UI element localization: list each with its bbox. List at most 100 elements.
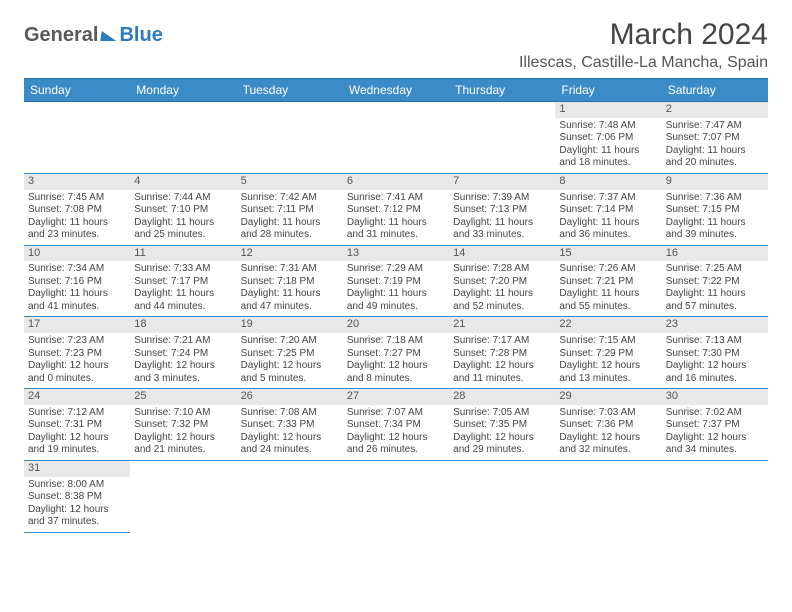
day-number: 11 xyxy=(130,246,236,262)
daylight-line: Daylight: 12 hours and 3 minutes. xyxy=(134,360,232,385)
daylight-line: Daylight: 11 hours and 25 minutes. xyxy=(134,217,232,242)
logo: General Blue xyxy=(24,18,163,47)
sunrise-line: Sunrise: 7:12 AM xyxy=(28,407,126,420)
day-number: 18 xyxy=(130,317,236,333)
sunset-line: Sunset: 7:22 PM xyxy=(666,276,764,289)
day-number: 30 xyxy=(662,389,768,405)
daylight-line: Daylight: 11 hours and 57 minutes. xyxy=(666,288,764,313)
sunset-line: Sunset: 7:33 PM xyxy=(241,419,339,432)
calendar-cell: 22Sunrise: 7:15 AMSunset: 7:29 PMDayligh… xyxy=(555,317,661,389)
daylight-line: Daylight: 11 hours and 47 minutes. xyxy=(241,288,339,313)
calendar-cell: 1Sunrise: 7:48 AMSunset: 7:06 PMDaylight… xyxy=(555,102,661,174)
calendar-cell: 4Sunrise: 7:44 AMSunset: 7:10 PMDaylight… xyxy=(130,174,236,246)
day-number: 4 xyxy=(130,174,236,190)
sunset-line: Sunset: 7:23 PM xyxy=(28,348,126,361)
day-number: 28 xyxy=(449,389,555,405)
sunset-line: Sunset: 7:15 PM xyxy=(666,204,764,217)
day-number: 26 xyxy=(237,389,343,405)
calendar-cell: 13Sunrise: 7:29 AMSunset: 7:19 PMDayligh… xyxy=(343,246,449,318)
daylight-line: Daylight: 12 hours and 0 minutes. xyxy=(28,360,126,385)
title-block: March 2024 Illescas, Castille-La Mancha,… xyxy=(519,18,768,72)
daylight-line: Daylight: 12 hours and 32 minutes. xyxy=(559,432,657,457)
day-number: 5 xyxy=(237,174,343,190)
daylight-line: Daylight: 11 hours and 39 minutes. xyxy=(666,217,764,242)
daylight-line: Daylight: 11 hours and 44 minutes. xyxy=(134,288,232,313)
day-number: 12 xyxy=(237,246,343,262)
daylight-line: Daylight: 12 hours and 19 minutes. xyxy=(28,432,126,457)
sunrise-line: Sunrise: 7:02 AM xyxy=(666,407,764,420)
calendar-cell: 24Sunrise: 7:12 AMSunset: 7:31 PMDayligh… xyxy=(24,389,130,461)
calendar-cell: 18Sunrise: 7:21 AMSunset: 7:24 PMDayligh… xyxy=(130,317,236,389)
sunset-line: Sunset: 8:38 PM xyxy=(28,491,126,504)
calendar-cell: 3Sunrise: 7:45 AMSunset: 7:08 PMDaylight… xyxy=(24,174,130,246)
sunset-line: Sunset: 7:37 PM xyxy=(666,419,764,432)
calendar-cell: 9Sunrise: 7:36 AMSunset: 7:15 PMDaylight… xyxy=(662,174,768,246)
sunrise-line: Sunrise: 7:25 AM xyxy=(666,263,764,276)
calendar-cell: 14Sunrise: 7:28 AMSunset: 7:20 PMDayligh… xyxy=(449,246,555,318)
calendar-cell: 29Sunrise: 7:03 AMSunset: 7:36 PMDayligh… xyxy=(555,389,661,461)
sunset-line: Sunset: 7:25 PM xyxy=(241,348,339,361)
day-number: 3 xyxy=(24,174,130,190)
weekday-header: Tuesday xyxy=(237,79,343,101)
calendar-cell: 30 Sunrise: 7:02 AMSunset: 7:37 PMDayligh… xyxy=(662,389,768,461)
sunrise-line: Sunrise: 7:03 AM xyxy=(559,407,657,420)
sunrise-line: Sunrise: 7:18 AM xyxy=(347,335,445,348)
day-number: 24 xyxy=(24,389,130,405)
calendar-cell: 20Sunrise: 7:18 AMSunset: 7:27 PMDayligh… xyxy=(343,317,449,389)
location-label: Illescas, Castille-La Mancha, Spain xyxy=(519,54,768,72)
calendar-body: 1Sunrise: 7:48 AMSunset: 7:06 PMDaylight… xyxy=(24,102,768,533)
sunrise-line: Sunrise: 7:45 AM xyxy=(28,192,126,205)
sunrise-line: Sunrise: 7:39 AM xyxy=(453,192,551,205)
day-number: 19 xyxy=(237,317,343,333)
weekday-header: Friday xyxy=(555,79,661,101)
daylight-line: Daylight: 11 hours and 36 minutes. xyxy=(559,217,657,242)
day-number: 22 xyxy=(555,317,661,333)
calendar-cell: 6Sunrise: 7:41 AMSunset: 7:12 PMDaylight… xyxy=(343,174,449,246)
sunrise-line: Sunrise: 7:07 AM xyxy=(347,407,445,420)
weekday-header: Thursday xyxy=(449,79,555,101)
sunset-line: Sunset: 7:35 PM xyxy=(453,419,551,432)
daylight-line: Daylight: 11 hours and 31 minutes. xyxy=(347,217,445,242)
sunset-line: Sunset: 7:16 PM xyxy=(28,276,126,289)
day-number: 9 xyxy=(662,174,768,190)
calendar-cell: 27Sunrise: 7:07 AMSunset: 7:34 PMDayligh… xyxy=(343,389,449,461)
sunset-line: Sunset: 7:21 PM xyxy=(559,276,657,289)
day-number: 14 xyxy=(449,246,555,262)
sunrise-line: Sunrise: 7:23 AM xyxy=(28,335,126,348)
day-number: 23 xyxy=(662,317,768,333)
daylight-line: Daylight: 12 hours and 13 minutes. xyxy=(559,360,657,385)
daylight-line: Daylight: 12 hours and 29 minutes. xyxy=(453,432,551,457)
sunset-line: Sunset: 7:12 PM xyxy=(347,204,445,217)
sunrise-line: Sunrise: 7:42 AM xyxy=(241,192,339,205)
sunset-line: Sunset: 7:14 PM xyxy=(559,204,657,217)
day-number: 1 xyxy=(555,102,661,118)
day-number: 6 xyxy=(343,174,449,190)
calendar-cell: 11Sunrise: 7:33 AMSunset: 7:17 PMDayligh… xyxy=(130,246,236,318)
sunrise-line: Sunrise: 7:44 AM xyxy=(134,192,232,205)
sunrise-line: Sunrise: 7:10 AM xyxy=(134,407,232,420)
weekday-header: Wednesday xyxy=(343,79,449,101)
weekday-header: Saturday xyxy=(662,79,768,101)
day-number: 8 xyxy=(555,174,661,190)
day-number: 15 xyxy=(555,246,661,262)
day-number: 7 xyxy=(449,174,555,190)
calendar-cell: 28Sunrise: 7:05 AMSunset: 7:35 PMDayligh… xyxy=(449,389,555,461)
day-number: 10 xyxy=(24,246,130,262)
sunset-line: Sunset: 7:30 PM xyxy=(666,348,764,361)
calendar-cell: 16Sunrise: 7:25 AMSunset: 7:22 PMDayligh… xyxy=(662,246,768,318)
daylight-line: Daylight: 11 hours and 41 minutes. xyxy=(28,288,126,313)
calendar-cell-empty xyxy=(343,102,449,174)
month-title: March 2024 xyxy=(519,18,768,52)
daylight-line: Daylight: 11 hours and 49 minutes. xyxy=(347,288,445,313)
calendar-cell: 17Sunrise: 7:23 AMSunset: 7:23 PMDayligh… xyxy=(24,317,130,389)
daylight-line: Daylight: 11 hours and 52 minutes. xyxy=(453,288,551,313)
logo-text-1: General xyxy=(24,24,98,47)
calendar-cell: 21Sunrise: 7:17 AMSunset: 7:28 PMDayligh… xyxy=(449,317,555,389)
calendar-cell: 26Sunrise: 7:08 AMSunset: 7:33 PMDayligh… xyxy=(237,389,343,461)
sunset-line: Sunset: 7:19 PM xyxy=(347,276,445,289)
day-number: 25 xyxy=(130,389,236,405)
daylight-line: Daylight: 12 hours and 34 minutes. xyxy=(666,432,764,457)
calendar-cell-empty xyxy=(237,102,343,174)
day-number: 20 xyxy=(343,317,449,333)
daylight-line: Daylight: 12 hours and 21 minutes. xyxy=(134,432,232,457)
